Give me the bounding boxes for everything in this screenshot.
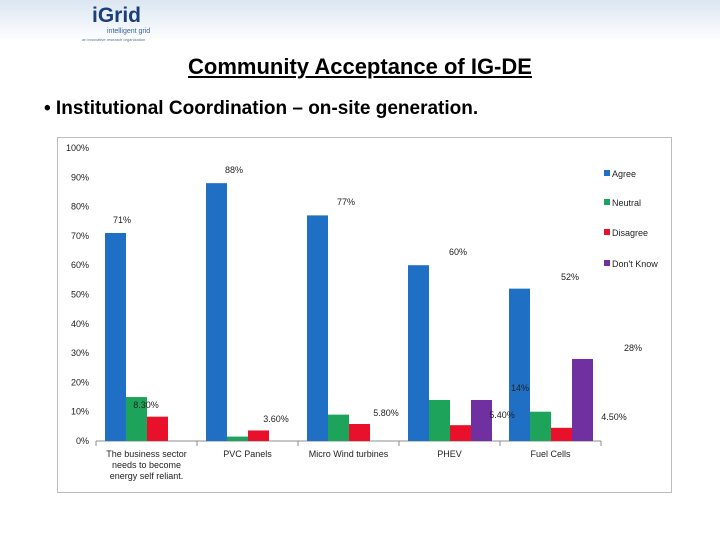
y-tick-label: 20% xyxy=(71,377,89,387)
bar-agree xyxy=(105,232,126,441)
legend-swatch xyxy=(604,260,610,266)
bar-don-t-know xyxy=(471,399,492,441)
bar-neutral xyxy=(530,411,551,441)
bar-disagree xyxy=(450,425,471,441)
logo-tagline: an innovative research organization xyxy=(82,37,146,42)
bar-neutral xyxy=(227,436,248,441)
bar-agree xyxy=(307,215,328,441)
igrid-logo: iGrid intelligent grid an innovative res… xyxy=(82,4,182,44)
x-tick-label: PVC Panels xyxy=(223,449,272,459)
bar-disagree xyxy=(551,427,572,441)
legend-label: Disagree xyxy=(612,228,648,238)
x-tick-label: The business sector xyxy=(106,449,187,459)
y-tick-label: 80% xyxy=(71,202,89,212)
bar-agree xyxy=(509,288,530,441)
bar-agree xyxy=(206,183,227,441)
x-tick-label: energy self reliant. xyxy=(110,471,184,481)
legend-swatch xyxy=(604,229,610,235)
legend-label: Agree xyxy=(612,169,636,179)
data-label: 3.60% xyxy=(263,414,289,424)
slide-subtitle: • Institutional Coordination – on-site g… xyxy=(44,98,479,119)
data-label: 5.40% xyxy=(489,410,515,420)
data-label: 8.30% xyxy=(133,400,159,410)
bar-chart: 0% 10% 20% 30% 40% 50% 60% 70% 80% 90% 100% 71% 88% 7… xyxy=(57,137,672,493)
logo-subtitle: intelligent grid xyxy=(107,28,151,35)
legend-label: Don't Know xyxy=(612,259,658,269)
legend-swatch xyxy=(604,170,610,176)
y-tick-label: 70% xyxy=(71,231,89,241)
y-tick-label: 60% xyxy=(71,260,89,270)
chart-canvas: 0% 10% 20% 30% 40% 50% 60% 70% 80% 90% 100% 71% 88% 7… xyxy=(66,143,658,481)
y-tick-label: 100% xyxy=(66,143,89,153)
legend-swatch xyxy=(604,199,610,205)
data-label: 88% xyxy=(225,165,243,175)
x-tick-label: needs to become xyxy=(112,460,181,470)
data-label: 60% xyxy=(449,247,467,257)
bar-neutral xyxy=(328,414,349,441)
bar-don-t-know xyxy=(572,358,593,441)
y-tick-label: 10% xyxy=(71,407,89,417)
bar-disagree xyxy=(349,424,370,441)
x-tick-label: Fuel Cells xyxy=(530,449,571,459)
header-banner: iGrid intelligent grid an innovative res… xyxy=(0,0,720,42)
bar-neutral xyxy=(126,397,147,441)
logo-wordmark: iGrid xyxy=(92,4,142,27)
y-tick-label: 50% xyxy=(71,290,89,300)
bar-disagree xyxy=(147,416,168,441)
y-tick-label: 40% xyxy=(71,319,89,329)
y-tick-label: 90% xyxy=(71,172,89,182)
data-label: 77% xyxy=(337,197,355,207)
y-tick-label: 0% xyxy=(76,436,89,446)
data-label: 52% xyxy=(561,272,579,282)
x-tick-label: Micro Wind turbines xyxy=(309,449,389,459)
data-label: 28% xyxy=(624,343,642,353)
data-label: 14% xyxy=(511,383,529,393)
data-label: 4.50% xyxy=(601,412,627,422)
x-tick-label: PHEV xyxy=(437,449,462,459)
bar-neutral xyxy=(429,399,450,441)
data-label: 71% xyxy=(113,215,131,225)
slide-title: Community Acceptance of IG-DE xyxy=(188,54,532,79)
data-label: 5.80% xyxy=(373,408,399,418)
bar-agree xyxy=(408,265,429,441)
y-tick-label: 30% xyxy=(71,348,89,358)
legend-label: Neutral xyxy=(612,198,641,208)
bar-disagree xyxy=(248,430,269,441)
